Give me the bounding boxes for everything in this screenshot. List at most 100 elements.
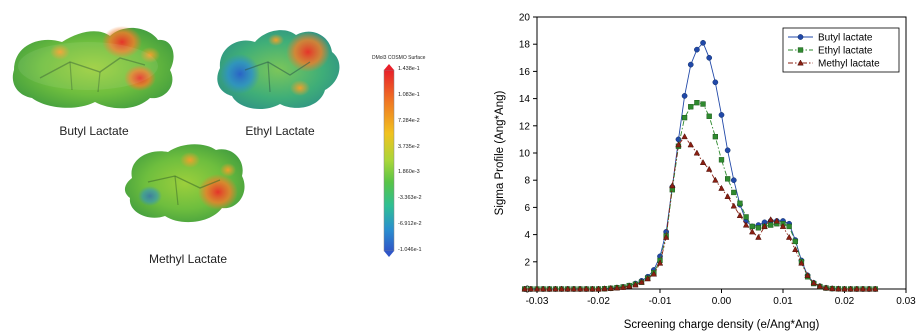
ethyl-lactate-surface: [217, 30, 340, 110]
y-tick-label: 10: [519, 149, 531, 160]
series-3-point: [539, 285, 547, 292]
series-3-point: [687, 141, 694, 148]
series-2-point: [700, 101, 706, 107]
series-3-point: [816, 282, 824, 289]
series-2-point: [755, 225, 762, 231]
series-3-point: [828, 285, 836, 292]
y-tick-label: 18: [519, 40, 531, 51]
butyl-lactate-surface: [12, 26, 174, 109]
series-2-point: [768, 222, 774, 228]
colorbar-tick-label: 7.284e-2: [398, 117, 420, 124]
series-3-point: [650, 270, 658, 277]
series-3-point: [749, 228, 756, 235]
series-3-point: [527, 285, 535, 292]
series-2-point: [786, 223, 792, 230]
series-2-point: [725, 176, 731, 182]
series-3-point: [681, 133, 688, 140]
legend-marker: [797, 34, 804, 40]
series-1-point: [681, 93, 688, 99]
series-3-point: [847, 285, 854, 292]
series-line-1: [524, 41, 876, 290]
series-3-point: [521, 285, 528, 292]
series-3-point: [576, 285, 584, 292]
series-2-point: [688, 104, 694, 110]
y-axis-label: Sigma Profile (Ang*Ang): [494, 91, 506, 216]
series-3-point: [730, 202, 738, 209]
series-3-point: [736, 212, 744, 219]
series-1-point: [724, 147, 731, 154]
legend-marker: [797, 59, 804, 66]
ethyl-lactate-label: Ethyl Lactate: [245, 124, 315, 138]
colorbar-tick-label: -6.912e-2: [398, 221, 422, 228]
series-3-point: [607, 284, 615, 291]
series-3-point: [595, 285, 602, 292]
series-2-point: [792, 238, 798, 245]
series-line-3: [524, 135, 876, 290]
series-3-point: [742, 221, 750, 228]
series-3-point: [773, 217, 781, 224]
series-1-point: [687, 61, 694, 68]
series-3-point: [656, 259, 664, 266]
series-3-point: [761, 222, 768, 229]
series-3-point: [669, 182, 676, 189]
series-3-point: [712, 176, 719, 183]
series-3-point: [767, 216, 774, 223]
series-1-point: [694, 46, 700, 53]
x-tick-label: 0.03: [896, 296, 916, 307]
series-3-point: [755, 233, 762, 240]
series-3-point: [564, 285, 571, 292]
methyl-lactate-label: Methyl Lactate: [148, 252, 228, 266]
series-3-point: [724, 192, 731, 199]
y-tick-label: 8: [524, 176, 530, 187]
series-3-point: [822, 284, 830, 291]
colorbar-tick-label: -1.046e-1: [398, 247, 422, 253]
series-1-point: [700, 39, 706, 46]
series-3-point: [718, 184, 725, 191]
series-2-point: [749, 223, 755, 230]
butyl-lactate-label: Butyl Lactate: [59, 124, 129, 138]
series-3-point: [798, 259, 805, 266]
series-3-point: [638, 278, 645, 285]
series-3-point: [841, 285, 848, 292]
series-2-point: [712, 134, 718, 140]
series-3-point: [632, 281, 639, 288]
legend-label: Ethyl lactate: [818, 46, 873, 57]
series-3-point: [582, 285, 590, 292]
series-3-point: [835, 285, 842, 292]
series-3-point: [626, 282, 633, 289]
series-1-point: [706, 54, 713, 61]
series-3-point: [552, 285, 559, 292]
x-tick-label: 0.02: [835, 296, 855, 307]
series-3-point: [693, 149, 701, 156]
series-3-point: [785, 233, 793, 240]
series-3-point: [675, 141, 682, 148]
y-tick-label: 12: [519, 121, 531, 132]
y-tick-label: 0: [524, 285, 530, 296]
x-axis-label: Screening charge density (e/Ang*Ang): [624, 319, 820, 331]
series-2-point: [737, 200, 743, 206]
molecule-surfaces: [12, 26, 395, 257]
series-2-point: [731, 189, 737, 196]
series-1-point: [730, 177, 737, 184]
y-tick-label: 6: [524, 203, 530, 214]
series-3-point: [601, 285, 608, 292]
colorbar-bottom-arrow: [384, 251, 394, 257]
y-tick-label: 16: [519, 67, 531, 78]
colorbar-gradient: [383, 69, 395, 252]
x-tick-label: -0.03: [526, 296, 549, 307]
legend-label: Butyl lactate: [818, 33, 873, 44]
series-3-point: [810, 279, 817, 286]
y-tick-label: 4: [524, 230, 530, 241]
series-3-point: [792, 246, 799, 253]
series-3-point: [853, 285, 861, 292]
methyl-lactate-surface: [124, 144, 245, 223]
series-3-point: [872, 285, 879, 292]
colorbar-tick-label: -3.363e-2: [398, 195, 422, 202]
series-3-point: [613, 284, 621, 291]
x-tick-label: -0.01: [649, 296, 672, 307]
series-1-point: [718, 112, 725, 118]
sigma-profile-chart: -0.03 -0.02 -0.01 0.00 0.01 0.02 0.03 0 2 4 6 8 10 12…: [470, 0, 920, 332]
legend-label: Methyl lactate: [818, 59, 880, 70]
series-3-point: [705, 165, 713, 172]
series-2-point: [681, 114, 688, 121]
